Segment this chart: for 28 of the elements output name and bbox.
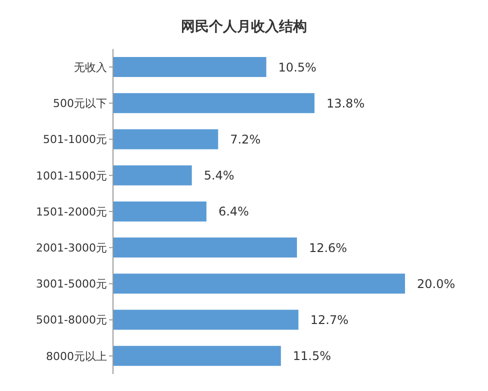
bar [113,93,314,114]
y-tick-label: 501-1000元 [43,133,107,146]
bar [113,274,405,294]
chart-title: 网民个人月收入结构 [180,18,308,37]
y-tick-label: 无收入 [74,60,107,74]
bar [113,57,266,77]
data-label: 12.7% [310,313,349,328]
data-label: 5.4% [204,168,234,183]
bar [113,238,297,258]
y-tick-label: 5001-8000元 [36,314,107,327]
y-tick-label: 1001-1500元 [36,169,107,182]
data-label: 6.4% [218,204,249,219]
bar [113,129,218,150]
y-tick-label: 3001-5000元 [36,278,107,291]
bar [113,310,298,330]
bar [113,165,192,186]
data-label: 10.5% [278,60,316,74]
data-label: 20.0% [417,276,456,291]
data-label: 11.5% [292,349,332,364]
y-tick-label: 2001-3000元 [36,242,107,255]
y-tick-label: 8000元以上 [46,350,107,363]
bar [113,346,281,366]
y-tick-label: 500元以下 [53,97,107,110]
data-label: 12.6% [308,240,348,255]
data-label: 7.2% [230,132,261,146]
bar [113,201,206,222]
data-label: 13.8% [326,96,365,110]
y-tick-label: 1501-2000元 [36,205,107,218]
